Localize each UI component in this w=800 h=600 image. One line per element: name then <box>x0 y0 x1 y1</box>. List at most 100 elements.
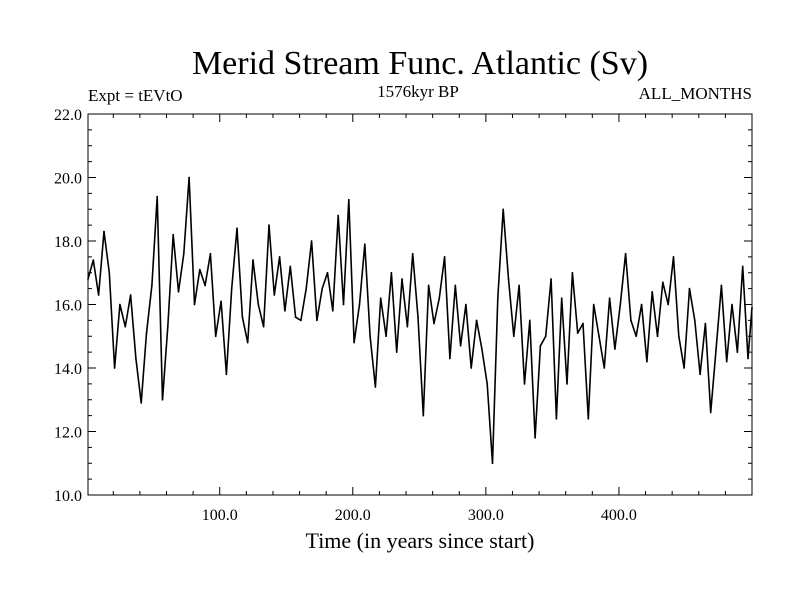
data-point <box>571 271 574 274</box>
x-tick-label: 300.0 <box>468 507 504 524</box>
data-point <box>651 291 654 293</box>
data-point <box>683 367 685 369</box>
data-point <box>289 265 292 268</box>
data-point <box>576 332 579 334</box>
data-point <box>353 341 355 344</box>
months-label: ALL_MONTHS <box>639 84 752 103</box>
data-point <box>284 310 286 312</box>
data-point <box>87 278 89 280</box>
data-point <box>459 344 462 347</box>
chart-title: Merid Stream Func. Atlantic (Sv) <box>192 45 648 82</box>
data-point <box>528 319 531 322</box>
data-point <box>241 316 244 319</box>
y-tick-label: 22.0 <box>54 107 82 124</box>
data-point <box>560 297 563 299</box>
data-point <box>97 294 100 296</box>
data-point <box>385 335 387 338</box>
data-point <box>183 252 185 255</box>
data-point <box>513 335 515 338</box>
data-point <box>321 287 323 290</box>
data-point <box>747 357 749 360</box>
x-axis: 100.0 200.0 300.0 400.0 <box>112 114 726 524</box>
data-point <box>369 335 371 338</box>
data-point <box>614 348 616 350</box>
data-point <box>246 341 249 344</box>
data-point <box>374 386 377 388</box>
data-point <box>751 306 753 309</box>
data-point <box>603 367 606 369</box>
data-point <box>257 303 260 306</box>
data-point <box>395 351 398 353</box>
data-point <box>161 398 164 401</box>
data-point <box>348 198 350 201</box>
data-point <box>198 268 201 271</box>
data-point <box>640 303 643 306</box>
data-point <box>582 322 584 325</box>
data-point <box>326 271 329 274</box>
y-tick-label: 20.0 <box>54 171 82 188</box>
data-point <box>731 303 733 306</box>
data-point <box>236 227 238 230</box>
data-point <box>92 259 95 261</box>
series-group <box>87 176 753 465</box>
data-point <box>566 383 568 385</box>
data-point <box>672 256 675 258</box>
data-point <box>555 418 558 420</box>
x-axis-label: Time (in years since start) <box>306 528 535 553</box>
data-point <box>470 367 473 369</box>
data-point <box>635 335 638 338</box>
x-tick-label: 200.0 <box>335 507 371 524</box>
data-point <box>411 252 414 255</box>
data-point <box>225 373 228 376</box>
data-point <box>310 240 313 242</box>
data-point <box>172 233 174 236</box>
data-point <box>156 195 158 198</box>
data-point <box>177 291 180 293</box>
data-point <box>193 303 196 306</box>
data-point <box>294 316 297 319</box>
data-point <box>300 319 302 322</box>
y-tick-label: 18.0 <box>54 234 82 251</box>
data-point <box>523 383 526 385</box>
data-point <box>693 319 696 322</box>
data-point <box>598 335 600 338</box>
data-point <box>220 300 222 303</box>
data-point <box>119 303 121 306</box>
data-point <box>337 214 339 217</box>
data-point <box>550 278 552 280</box>
data-point <box>481 348 483 350</box>
y-tick-label: 16.0 <box>54 298 82 315</box>
data-point <box>518 284 520 287</box>
x-tick-label: 100.0 <box>202 507 238 524</box>
data-point <box>417 316 419 319</box>
data-point <box>720 284 723 287</box>
data-point <box>262 325 265 328</box>
plot-frame <box>87 113 753 496</box>
data-point <box>667 303 669 306</box>
period-label: 1576kyr BP <box>377 82 459 101</box>
data-point <box>332 310 334 312</box>
data-point <box>497 297 499 299</box>
data-point <box>678 335 680 338</box>
data-point <box>406 325 409 328</box>
data-point <box>278 256 281 258</box>
data-point <box>433 322 435 325</box>
x-tick-label: 400.0 <box>601 507 637 524</box>
data-point <box>358 303 361 306</box>
data-point <box>390 271 393 274</box>
data-point <box>491 462 494 465</box>
data-point <box>725 360 728 363</box>
data-point <box>544 335 547 338</box>
data-point <box>619 303 622 306</box>
data-point <box>342 303 345 306</box>
data-point <box>363 243 366 245</box>
y-tick-label: 10.0 <box>54 488 82 505</box>
data-point <box>204 284 206 287</box>
data-point <box>624 252 627 255</box>
data-point <box>656 335 659 338</box>
data-point <box>709 411 712 414</box>
data-point <box>646 360 648 363</box>
data-point <box>305 287 308 290</box>
series-line <box>87 176 753 465</box>
